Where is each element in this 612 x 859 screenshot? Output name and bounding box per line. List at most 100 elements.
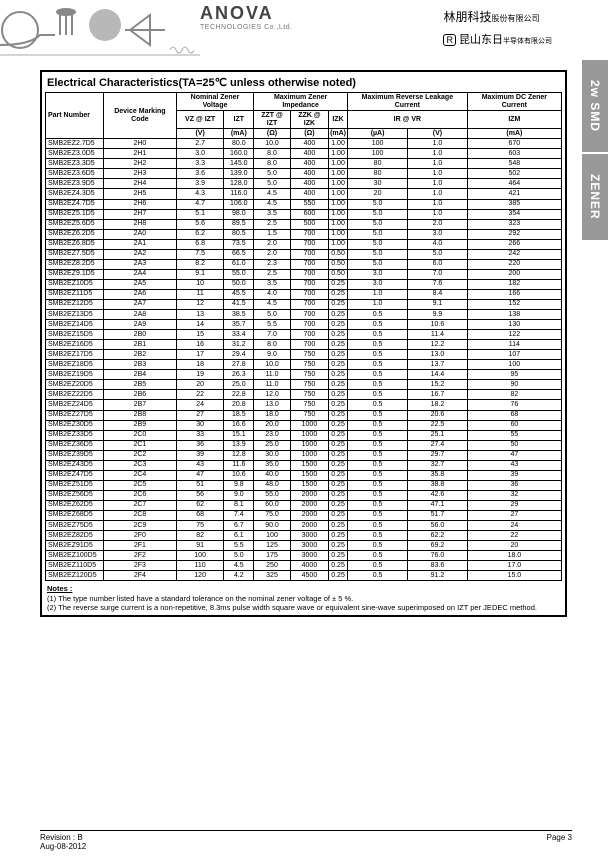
table-cell: 4.5 [224, 561, 254, 571]
table-row: SMB2EZ6.2D52A06.280.51.57001.005.03.0292 [46, 229, 562, 239]
table-cell: 2H2 [104, 159, 177, 169]
col-zzt: ZZT @ IZT [254, 111, 291, 129]
table-cell: 100 [176, 551, 224, 561]
table-cell: 2C6 [104, 490, 177, 500]
table-row: SMB2EZ91D52F1915.512530000.250.569.220 [46, 541, 562, 551]
table-cell: 0.5 [348, 410, 408, 420]
table-cell: 56 [176, 490, 224, 500]
table-cell: 0.25 [329, 360, 348, 370]
table-cell: 0.25 [329, 551, 348, 561]
table-cell: 2C7 [104, 500, 177, 510]
col-maxrev: Maximum Reverse Leakage Current [348, 93, 468, 111]
tab-zener: ZENER [582, 154, 608, 240]
table-row: SMB2EZ100D52F21005.017530000.250.576.018… [46, 551, 562, 561]
table-cell: 292 [467, 229, 561, 239]
table-cell: 0.25 [329, 400, 348, 410]
table-cell: 50 [467, 440, 561, 450]
table-cell: SMB2EZ36D5 [46, 440, 104, 450]
table-cell: 14.4 [408, 370, 468, 380]
table-cell: 98.0 [224, 209, 254, 219]
table-cell: 8.0 [254, 340, 291, 350]
table-cell: SMB2EZ3.9D5 [46, 179, 104, 189]
table-cell: 9.0 [254, 350, 291, 360]
table-cell: 2A9 [104, 320, 177, 330]
table-cell: 1500 [290, 470, 328, 480]
table-cell: 2F0 [104, 531, 177, 541]
table-cell: 2.3 [254, 259, 291, 269]
table-cell: 69.2 [408, 541, 468, 551]
col-zzk: ZZK @ IZK [290, 111, 328, 129]
table-cell: 400 [290, 189, 328, 199]
cn-line2-prefix: R [443, 34, 456, 46]
table-cell: 550 [290, 199, 328, 209]
table-cell: 0.5 [348, 380, 408, 390]
table-cell: 0.25 [329, 410, 348, 420]
table-cell: 750 [290, 400, 328, 410]
table-cell: 0.25 [329, 370, 348, 380]
table-cell: 1.0 [408, 149, 468, 159]
table-row: SMB2EZ43D52C34311.635.015000.250.532.743 [46, 460, 562, 470]
table-cell: 30 [348, 179, 408, 189]
table-cell: 5.0 [224, 551, 254, 561]
table-cell: 0.5 [348, 450, 408, 460]
table-cell: 152 [467, 299, 561, 309]
cn-line2: R 昆山东日半导体有限公司 [443, 31, 552, 47]
table-cell: 13.0 [408, 350, 468, 360]
table-cell: 17 [176, 350, 224, 360]
table-cell: 0.25 [329, 450, 348, 460]
table-cell: 3.0 [408, 229, 468, 239]
table-cell: 5.6 [176, 219, 224, 229]
table-cell: 2C2 [104, 450, 177, 460]
table-cell: 4.2 [224, 571, 254, 581]
table-cell: SMB2EZ56D5 [46, 490, 104, 500]
unit-izm: (mA) [467, 129, 561, 139]
table-row: SMB2EZ82D52F0826.110030000.250.562.222 [46, 531, 562, 541]
table-cell: 26.3 [224, 370, 254, 380]
table-cell: SMB2EZ6.8D5 [46, 239, 104, 249]
table-cell: 6.1 [224, 531, 254, 541]
table-cell: 0.25 [329, 310, 348, 320]
table-cell: 2F1 [104, 541, 177, 551]
table-cell: SMB2EZ5.1D5 [46, 209, 104, 219]
table-cell: 2H0 [104, 139, 177, 149]
table-row: SMB2EZ120D52F41204.232545000.250.591.215… [46, 571, 562, 581]
table-cell: SMB2EZ2.7D5 [46, 139, 104, 149]
table-row: SMB2EZ62D52C7628.160.020000.250.547.129 [46, 500, 562, 510]
table-cell: 0.25 [329, 571, 348, 581]
table-row: SMB2EZ4.3D52H54.3116.04.54001.00201.0421 [46, 189, 562, 199]
table-cell: 82 [467, 390, 561, 400]
date-label: Aug-08-2012 [40, 842, 86, 851]
table-cell: 2B4 [104, 370, 177, 380]
table-cell: SMB2EZ22D5 [46, 390, 104, 400]
table-cell: 2A3 [104, 259, 177, 269]
table-cell: 13 [176, 310, 224, 320]
table-cell: 95 [467, 370, 561, 380]
table-cell: 12.0 [254, 390, 291, 400]
table-cell: 2H8 [104, 219, 177, 229]
table-cell: 83.6 [408, 561, 468, 571]
table-cell: 80.5 [224, 229, 254, 239]
table-row: SMB2EZ5.1D52H75.198.03.56001.005.01.0354 [46, 209, 562, 219]
table-cell: 62.2 [408, 531, 468, 541]
table-row: SMB2EZ13D52A81338.55.07000.250.59.9138 [46, 310, 562, 320]
table-cell: 22 [467, 531, 561, 541]
table-cell: 10.0 [254, 139, 291, 149]
table-cell: 2.0 [408, 219, 468, 229]
table-cell: 6.8 [176, 239, 224, 249]
table-cell: 2C1 [104, 440, 177, 450]
table-cell: 107 [467, 350, 561, 360]
table-cell: 266 [467, 239, 561, 249]
table-cell: 2H6 [104, 199, 177, 209]
table-cell: 68 [176, 510, 224, 520]
table-cell: 35.8 [408, 470, 468, 480]
table-cell: 36 [467, 480, 561, 490]
table-cell: 385 [467, 199, 561, 209]
table-cell: 323 [467, 219, 561, 229]
table-cell: 2H3 [104, 169, 177, 179]
table-cell: 700 [290, 229, 328, 239]
table-cell: 4500 [290, 571, 328, 581]
table-row: SMB2EZ3.0D52H13.0160.08.04001.001001.060… [46, 149, 562, 159]
cn-line2-small: 半导体有限公司 [503, 38, 552, 45]
table-cell: 400 [290, 159, 328, 169]
table-cell: 0.5 [348, 551, 408, 561]
